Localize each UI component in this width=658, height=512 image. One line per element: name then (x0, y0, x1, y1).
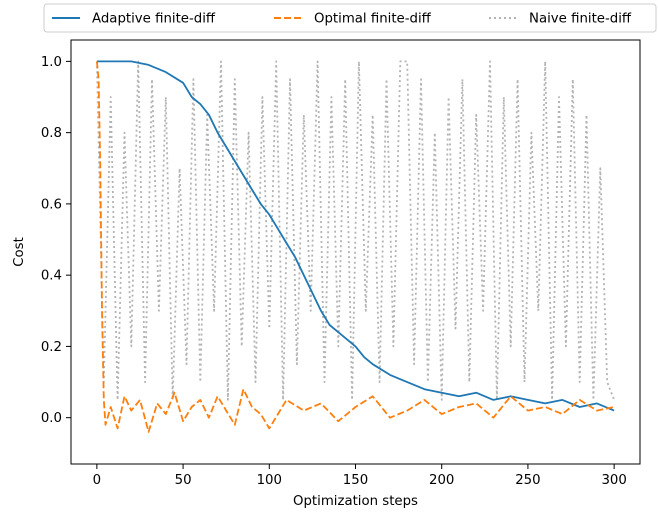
legend: Adaptive finite-diff Optimal finite-diff N… (43, 3, 657, 33)
y-axis-title: Cost (12, 237, 27, 267)
x-tick-label: 100 (257, 473, 282, 488)
series-line-optimal-finite-diff (96, 61, 615, 433)
legend-label: Naive finite-diff (529, 12, 632, 27)
y-tick-label: 0.4 (41, 269, 62, 284)
x-tick-label: 300 (601, 473, 626, 488)
x-tick-label: 200 (429, 473, 454, 488)
x-tick-label: 50 (175, 473, 192, 488)
y-tick-label: 0.8 (41, 126, 62, 141)
legend-label: Adaptive finite-diff (92, 12, 216, 27)
y-tick-label: 0.0 (41, 411, 62, 426)
legend-label: Optimal finite-diff (314, 12, 432, 27)
legend-frame (43, 3, 657, 33)
y-tick-label: 0.6 (41, 197, 62, 212)
y-tick-label: 0.2 (41, 340, 62, 355)
y-tick-label: 1.0 (41, 55, 62, 70)
plot-data-layer (96, 60, 615, 433)
axes-layer: 0 50 100 150 200 250 300 0.0 0.2 0.4 0.6 0.8 1.0 Opti… (12, 39, 641, 509)
x-tick-label: 0 (93, 473, 101, 488)
x-tick-label: 150 (343, 473, 368, 488)
series-line-naive-finite-diff (96, 60, 615, 401)
x-tick-label: 250 (515, 473, 540, 488)
x-axis-title: Optimization steps (293, 494, 418, 509)
series-line-adaptive-finite-diff (96, 60, 615, 412)
